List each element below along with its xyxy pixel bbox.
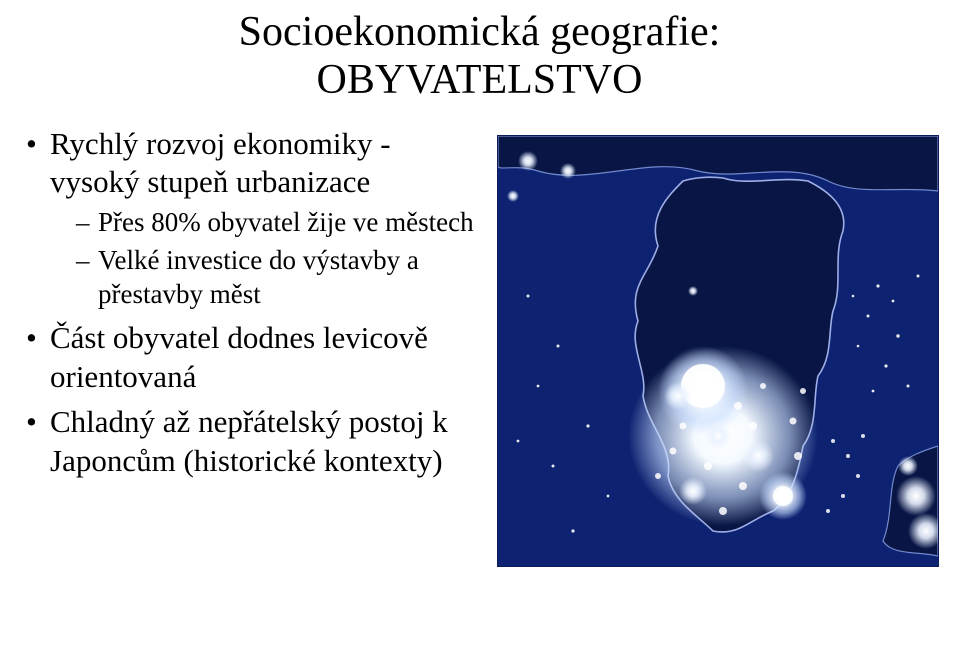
bullet-list: Rychlý rozvoj ekonomiky - vysoký stupeň …: [24, 125, 479, 481]
image-column: [497, 125, 939, 567]
bullet-text: Část obyvatel dodnes levicově orientovan…: [50, 320, 428, 394]
korea-night-satellite-image: [497, 135, 939, 567]
title-line2: OBYVATELSTVO: [317, 57, 643, 103]
sub-bullet-item: Přes 80% obyvatel žije ve městech: [76, 206, 479, 240]
bullet-item: Chladný až nepřátelský postoj k Japoncům…: [24, 403, 479, 481]
bullet-text: Chladný až nepřátelský postoj k Japoncům…: [50, 404, 448, 478]
bullet-text: Rychlý rozvoj ekonomiky - vysoký stupeň …: [50, 126, 391, 200]
title-line1: Socioekonomická geografie:: [239, 9, 721, 55]
slide: Socioekonomická geografie: OBYVATELSTVO …: [0, 0, 959, 665]
text-column: Rychlý rozvoj ekonomiky - vysoký stupeň …: [24, 125, 479, 487]
content-row: Rychlý rozvoj ekonomiky - vysoký stupeň …: [0, 105, 959, 567]
bullet-item: Rychlý rozvoj ekonomiky - vysoký stupeň …: [24, 125, 479, 312]
bullet-item: Část obyvatel dodnes levicově orientovan…: [24, 319, 479, 397]
sub-bullet-text: Velké investice do výstavby a přestavby …: [98, 245, 419, 309]
sub-bullet-item: Velké investice do výstavby a přestavby …: [76, 244, 479, 312]
sub-bullet-list: Přes 80% obyvatel žije ve městech Velké …: [50, 206, 479, 311]
sub-bullet-text: Přes 80% obyvatel žije ve městech: [98, 207, 474, 237]
slide-title: Socioekonomická geografie: OBYVATELSTVO: [0, 0, 959, 105]
